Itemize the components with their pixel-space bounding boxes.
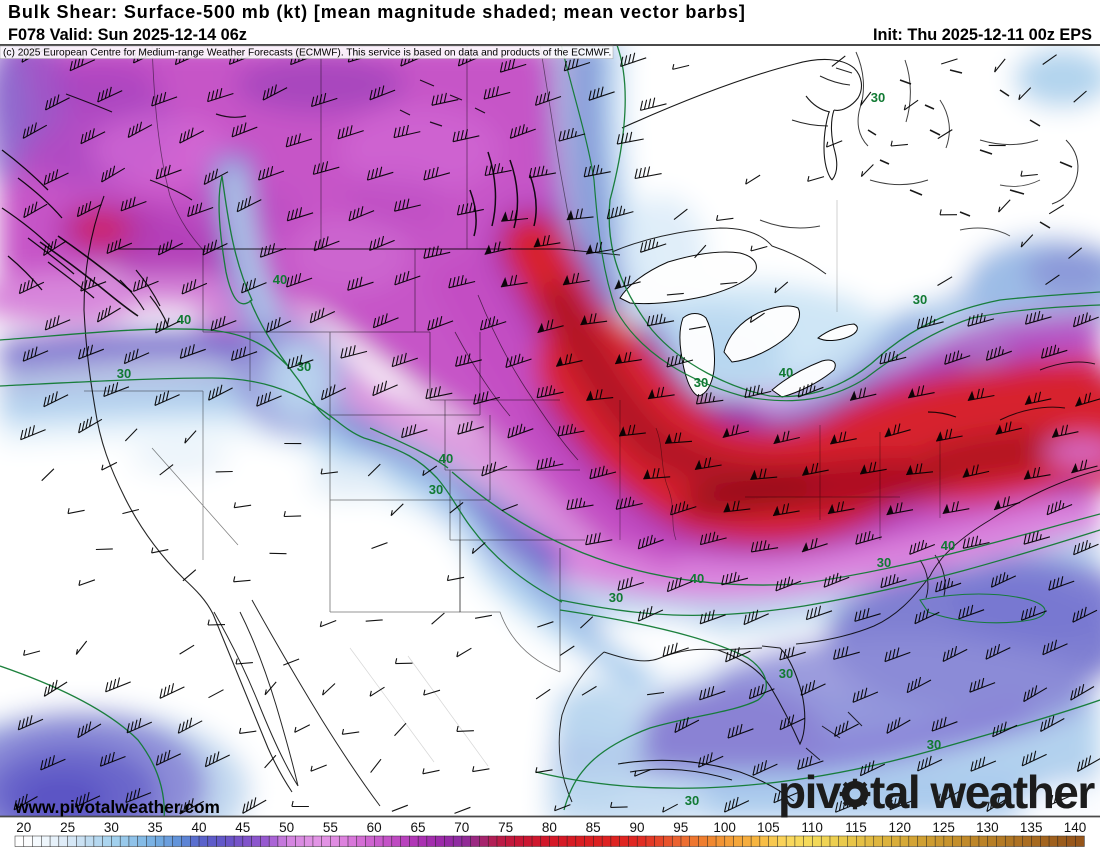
svg-text:140: 140 — [1064, 820, 1087, 835]
svg-text:75: 75 — [498, 820, 513, 835]
svg-text:30: 30 — [877, 555, 891, 570]
svg-text:30: 30 — [104, 820, 119, 835]
svg-text:30: 30 — [429, 482, 443, 497]
svg-text:30: 30 — [117, 366, 131, 381]
svg-text:35: 35 — [148, 820, 163, 835]
svg-text:40: 40 — [273, 272, 287, 287]
svg-text:85: 85 — [586, 820, 601, 835]
svg-text:95: 95 — [673, 820, 688, 835]
svg-text:90: 90 — [629, 820, 644, 835]
svg-text:30: 30 — [694, 375, 708, 390]
svg-text:40: 40 — [779, 365, 793, 380]
svg-text:30: 30 — [871, 90, 885, 105]
svg-text:70: 70 — [454, 820, 469, 835]
svg-text:30: 30 — [685, 793, 699, 808]
svg-text:80: 80 — [542, 820, 557, 835]
svg-text:50: 50 — [279, 820, 294, 835]
svg-text:135: 135 — [1020, 820, 1043, 835]
svg-text:105: 105 — [757, 820, 780, 835]
svg-text:(c) 2025 European Centre for M: (c) 2025 European Centre for Medium-rang… — [3, 48, 611, 59]
svg-text:65: 65 — [410, 820, 425, 835]
svg-text:25: 25 — [60, 820, 75, 835]
svg-text:30: 30 — [913, 292, 927, 307]
svg-text:115: 115 — [845, 820, 867, 835]
svg-text:55: 55 — [323, 820, 338, 835]
svg-text:130: 130 — [976, 820, 999, 835]
svg-text:30: 30 — [609, 590, 623, 605]
svg-text:100: 100 — [713, 820, 736, 835]
svg-text:110: 110 — [801, 820, 823, 835]
svg-text:40: 40 — [191, 820, 206, 835]
svg-text:60: 60 — [367, 820, 382, 835]
svg-text:125: 125 — [932, 820, 955, 835]
svg-text:45: 45 — [235, 820, 250, 835]
svg-text:30: 30 — [779, 666, 793, 681]
svg-text:30: 30 — [927, 737, 941, 752]
svg-text:40: 40 — [439, 451, 453, 466]
svg-text:20: 20 — [16, 820, 31, 835]
svg-text:40: 40 — [690, 571, 704, 586]
svg-text:40: 40 — [177, 312, 191, 327]
svg-text:40: 40 — [941, 538, 955, 553]
svg-text:120: 120 — [889, 820, 912, 835]
